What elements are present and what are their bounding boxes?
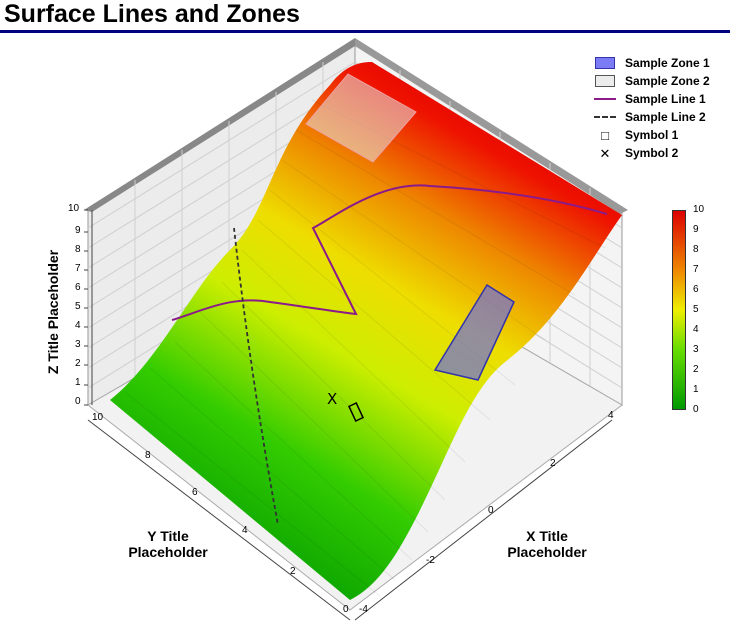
symbol-1-marker [347,402,365,422]
z-tick: 4 [75,320,81,331]
axis-ticks [84,209,88,406]
legend-item: ✕ Symbol 2 [590,144,725,162]
legend-label: Sample Zone 1 [625,56,710,70]
x-tick: 2 [550,458,556,469]
z-tick: 1 [75,377,81,388]
legend-item: Sample Zone 2 [590,72,725,90]
zone-1-swatch [590,56,620,70]
legend-label: Sample Line 2 [625,110,706,124]
x-axis-title: X Title Placeholder [507,528,587,560]
legend-label: Sample Zone 2 [625,74,710,88]
z-tick: 3 [75,339,81,350]
line-2-swatch [590,110,620,124]
sample-line-2 [233,227,279,526]
colorbar-tick: 2 [693,364,699,375]
x-tick: 0 [488,505,494,516]
legend-label: Symbol 2 [625,146,679,160]
symbol-2-icon: ✕ [599,145,611,161]
y-tick: 0 [343,604,349,615]
z-axis-title: Z Title Placeholder [45,249,61,375]
z-tick: 2 [75,358,81,369]
y-tick: 10 [92,412,104,423]
y-axis-title: Y Title Placeholder [128,528,208,560]
x-tick: 4 [608,410,614,421]
z-tick: 7 [75,263,81,274]
sample-zone-1 [433,283,515,381]
colorbar-tick: 0 [693,404,699,415]
colorbar-tick: 7 [693,264,699,275]
colorbar-tick: 5 [693,304,699,315]
legend-item: □ Symbol 1 [590,126,725,144]
legend-item: Sample Zone 1 [590,54,725,72]
wall-edge-left [84,38,355,212]
title-rule [0,30,730,33]
legend-label: Symbol 1 [625,128,679,142]
y-axis-line [87,419,351,621]
colorbar [672,210,686,410]
colorbar-tick: 4 [693,324,699,335]
colorbar-tick: 3 [693,344,699,355]
z-tick: 5 [75,301,81,312]
colorbar-tick: 9 [693,224,699,235]
legend-item: Sample Line 2 [590,108,725,126]
colorbar-tick: 1 [693,384,699,395]
colorbar-tick: 8 [693,244,699,255]
symbol-2-marker: X [327,390,337,408]
z-tick: 6 [75,282,81,293]
legend: Sample Zone 1 Sample Zone 2 Sample Line … [590,54,725,162]
zone-2-swatch [590,74,620,88]
page-title: Surface Lines and Zones [4,0,300,28]
line-1-swatch [590,92,620,106]
z-tick: 8 [75,244,81,255]
y-tick: 8 [145,450,151,461]
x-tick: -2 [426,555,435,566]
z-tick: 0 [75,396,81,407]
z-tick: 9 [75,225,81,236]
wall-edge-right [355,38,628,214]
legend-item: Sample Line 1 [590,90,725,108]
y-tick: 6 [192,487,198,498]
sample-zone-2 [305,73,417,163]
x-tick: -4 [359,604,368,615]
y-tick: 4 [242,525,248,536]
symbol-1-icon: □ [601,127,609,143]
colorbar-tick: 6 [693,284,699,295]
y-tick: 2 [290,566,296,577]
x-axis-line [354,419,613,621]
surface-plot [110,62,622,600]
z-tick: 10 [68,203,80,214]
colorbar-tick: 10 [693,204,705,215]
legend-label: Sample Line 1 [625,92,706,106]
